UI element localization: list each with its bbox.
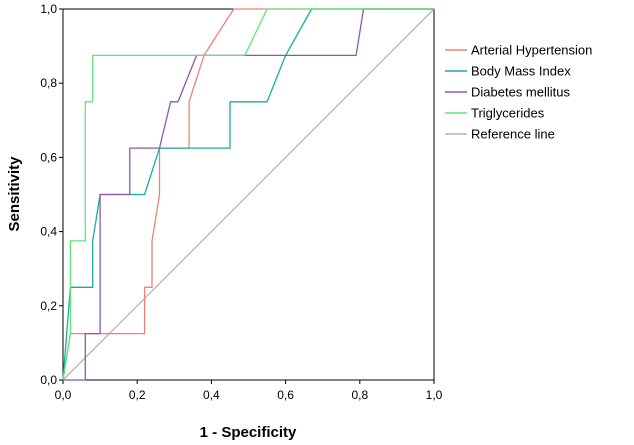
x-tick-label: 0,4 (203, 388, 220, 402)
legend-label-diabetes-mellitus: Diabetes mellitus (471, 85, 570, 100)
x-axis-ticks: 0,0 0,2 0,4 0,6 0,8 1,0 (55, 380, 443, 402)
series-line-reference-line (62, 8, 435, 381)
x-tick-label: 0,0 (55, 388, 72, 402)
y-tick-label: 1,0 (40, 2, 57, 16)
x-tick-label: 0,8 (351, 388, 368, 402)
y-axis-title: Sensitivity (6, 156, 23, 232)
series-layer (62, 8, 435, 381)
x-tick-label: 1,0 (426, 388, 443, 402)
y-tick-label: 0,0 (40, 373, 57, 387)
y-axis-ticks: 0,0 0,2 0,4 0,6 0,8 1,0 (40, 2, 63, 387)
series-line-triglycerides (62, 8, 434, 381)
y-tick-label: 0,4 (40, 225, 57, 239)
legend-label-triglycerides: Triglycerides (471, 106, 545, 121)
legend: Arterial Hypertension Body Mass Index Diab… (445, 43, 592, 142)
legend-label-reference-line: Reference line (471, 127, 555, 142)
x-axis-title: 1 - Specificity (200, 424, 297, 441)
y-tick-label: 0,2 (40, 299, 57, 313)
x-tick-label: 0,2 (129, 388, 146, 402)
y-tick-label: 0,6 (40, 150, 57, 164)
series-line-body-mass-index (62, 8, 434, 381)
y-tick-label: 0,8 (40, 76, 57, 90)
legend-label-arterial-hypertension: Arterial Hypertension (471, 43, 592, 58)
x-tick-label: 0,6 (277, 388, 294, 402)
series-line-diabetes-mellitus (63, 8, 434, 381)
legend-label-body-mass-index: Body Mass Index (471, 64, 571, 79)
